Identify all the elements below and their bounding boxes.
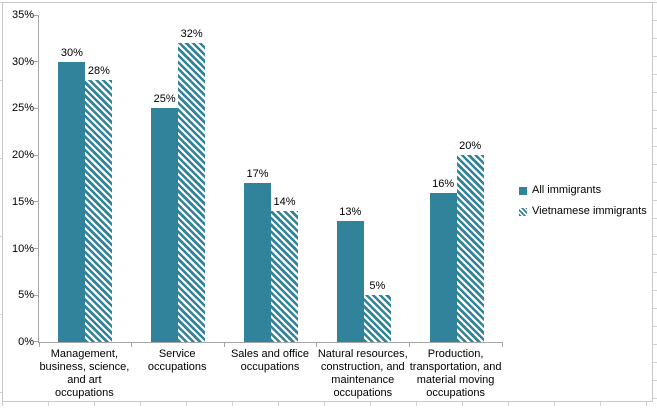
x-axis-category-label: Production, transportation, and material… — [409, 348, 502, 399]
x-axis-tick — [502, 343, 503, 347]
x-axis-category-label: Service occupations — [147, 348, 207, 373]
x-axis-category-label: Management, business, science, and art o… — [39, 348, 130, 399]
x-axis-tick — [223, 343, 225, 347]
legend-label: Vietnamese immigrants — [532, 205, 647, 217]
bar-vietnamese-immigrants — [178, 43, 206, 342]
y-axis-tick — [34, 248, 38, 250]
bar-all-immigrants — [429, 192, 457, 342]
legend-item-all-immigrants: All immigrants — [519, 184, 647, 197]
bar-value-label: 13% — [339, 205, 362, 218]
y-axis-tick — [34, 61, 38, 63]
bar-value-label: 25% — [153, 93, 176, 106]
bar-vietnamese-immigrants — [271, 211, 298, 342]
bar-all-immigrants — [336, 220, 364, 342]
x-axis-tick — [316, 343, 318, 347]
x-axis-tick — [130, 343, 132, 347]
bar-value-label: 30% — [60, 46, 83, 59]
bar-value-label: 16% — [432, 177, 455, 190]
y-axis-tick-label: 0% — [18, 336, 34, 348]
legend-swatch-solid — [519, 186, 527, 195]
y-axis-tick — [34, 341, 38, 342]
left-edge-ticks — [0, 2, 2, 401]
bottom-edge-ticks — [2, 402, 652, 406]
y-axis-tick-label: 30% — [11, 55, 34, 68]
bar-value-label: 5% — [369, 280, 386, 293]
bar-all-immigrants — [244, 183, 271, 342]
x-axis-category-label: Sales and office occupations — [230, 348, 310, 373]
right-edge-ticks — [653, 2, 657, 401]
y-axis-tick — [34, 294, 38, 296]
y-axis-tick — [34, 154, 38, 156]
bar-value-label: 28% — [87, 65, 110, 78]
y-axis-tick-label: 15% — [11, 195, 34, 208]
plot-area: 0% 5% 10% 15% 20% 25% 30% 35% 30% 28% 25% 32% 17% 14%… — [12, 9, 503, 348]
y-axis-tick — [34, 14, 38, 16]
legend: All immigrants Vietnamese immigrants — [519, 184, 647, 226]
bar-vietnamese-immigrants — [456, 155, 484, 342]
x-axis-category-label: Natural resources, construction, and mai… — [317, 348, 408, 399]
bar-value-label: 14% — [273, 196, 296, 209]
x-axis-tick — [39, 343, 40, 347]
bar-all-immigrants — [151, 108, 179, 342]
bar-all-immigrants — [58, 61, 86, 342]
legend-item-vietnamese-immigrants: Vietnamese immigrants — [519, 205, 647, 218]
y-axis-tick — [34, 201, 38, 203]
y-axis-tick-label: 5% — [18, 289, 34, 302]
bar-value-label: 20% — [459, 140, 482, 153]
y-axis-tick-label: 10% — [11, 242, 34, 255]
legend-swatch-hatch — [519, 207, 527, 216]
x-axis-tick — [409, 343, 411, 347]
y-axis-tick-label: 20% — [11, 149, 34, 162]
bar-value-label: 32% — [180, 28, 203, 41]
legend-label: All immigrants — [532, 184, 602, 196]
y-axis-tick — [34, 107, 38, 109]
bar-vietnamese-immigrants — [363, 295, 391, 342]
y-axis-tick-label: 25% — [11, 102, 34, 115]
bar-value-label: 17% — [246, 168, 269, 181]
y-axis-tick-label: 35% — [11, 9, 34, 21]
bar-vietnamese-immigrants — [85, 80, 113, 342]
